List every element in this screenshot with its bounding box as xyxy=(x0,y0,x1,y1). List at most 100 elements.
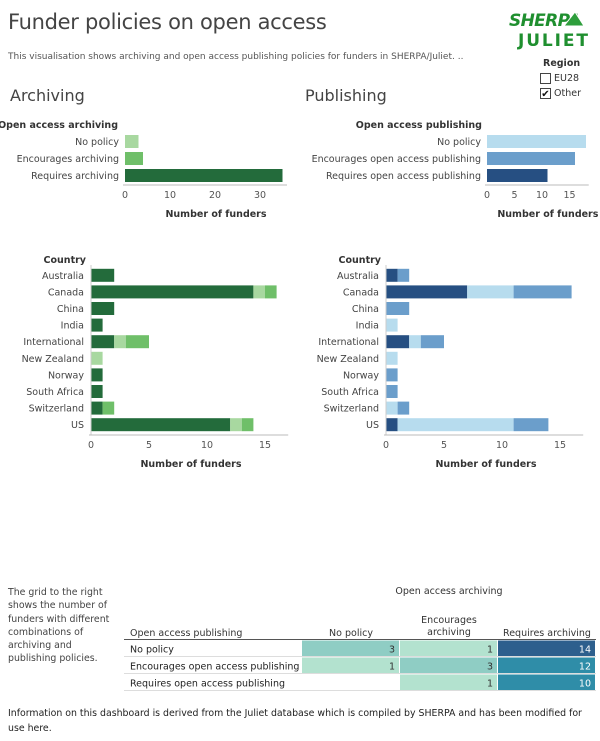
grid-cell xyxy=(302,657,399,673)
x-axis-title: Number of funders xyxy=(497,209,598,220)
bar-south-africa-requires-archiving xyxy=(91,385,103,398)
grid-row-title: Open access publishing xyxy=(130,628,242,639)
x-tick-label: 5 xyxy=(441,440,447,451)
bar-international-encourages-archiving xyxy=(125,335,149,349)
legend-item-eu28[interactable]: EU28 xyxy=(540,71,600,86)
x-tick-label: 15 xyxy=(554,440,566,451)
grid-cell xyxy=(498,674,595,690)
category-label: Requires open access publishing xyxy=(326,171,481,182)
bar-canada-requires-archiving xyxy=(91,285,254,299)
x-axis-title: Number of funders xyxy=(140,459,241,470)
policy-grid: Open access archiving No policy Encourages… xyxy=(124,586,596,691)
x-tick-label: 10 xyxy=(496,440,508,451)
category-label: China xyxy=(352,304,379,315)
bar-switzerland-encourages-archiving xyxy=(102,401,115,415)
bar-new-zealand-no-policy xyxy=(91,351,103,365)
grid-column-header: Encourages xyxy=(421,615,477,626)
category-label: Canada xyxy=(48,287,84,298)
bar-no-policy xyxy=(125,135,139,148)
x-tick-label: 0 xyxy=(484,190,490,201)
bar-canada-no-policy xyxy=(467,285,514,299)
category-label: Encourages open access publishing xyxy=(312,154,481,165)
bar-canada-no-policy xyxy=(253,285,265,299)
bar-us-requires-open-access-publishing xyxy=(386,418,398,432)
x-axis-title: Number of funders xyxy=(165,209,266,220)
bar-switzerland-requires-archiving xyxy=(91,401,103,415)
category-label: Encourages archiving xyxy=(17,154,119,165)
bar-us-requires-archiving xyxy=(91,418,231,432)
bar-canada-encourages-open-access-publishing xyxy=(513,285,572,299)
category-label: Switzerland xyxy=(29,404,84,415)
grid-cell-value: 12 xyxy=(579,662,591,673)
bar-norway-requires-archiving xyxy=(91,368,103,382)
category-axis-title: Country xyxy=(44,255,87,266)
bar-requires-archiving xyxy=(125,169,283,182)
bar-encourages-archiving xyxy=(125,152,143,165)
grid-row-label: Requires open access publishing xyxy=(130,679,285,690)
x-tick-label: 10 xyxy=(164,190,176,201)
x-tick-label: 5 xyxy=(146,440,152,451)
grid-column-header: Requires archiving xyxy=(503,628,591,639)
section-publishing: Publishing xyxy=(305,86,387,105)
bar-canada-encourages-archiving xyxy=(265,285,277,299)
bar-new-zealand-no-policy xyxy=(386,351,398,365)
archiving-country-chart: Country Australia Canada China India Internat… xyxy=(22,255,289,470)
category-label: Australia xyxy=(337,271,379,282)
category-label: No policy xyxy=(437,137,481,148)
publishing-country-chart: Country Australia Canada China India Internat… xyxy=(317,255,584,470)
bar-china-encourages-open-access-publishing xyxy=(386,302,410,315)
bar-encourages-open-access-publishing xyxy=(487,152,575,165)
page-subtitle: This visualisation shows archiving and o… xyxy=(8,52,464,62)
grid-cell xyxy=(400,657,497,673)
grid-cell xyxy=(400,674,497,690)
logo-line2: JULIET xyxy=(517,31,588,51)
x-tick-label: 0 xyxy=(88,440,94,451)
category-label: Norway xyxy=(48,370,84,381)
bar-australia-requires-open-access-publishing xyxy=(386,268,398,282)
bar-us-no-policy xyxy=(397,418,514,432)
checkbox-other[interactable]: ✔ xyxy=(540,88,551,100)
bar-international-requires-archiving xyxy=(91,335,115,349)
legend-item-other[interactable]: ✔ Other xyxy=(540,86,600,101)
category-label: New Zealand xyxy=(317,354,379,365)
category-label: India xyxy=(356,321,379,332)
legend-label-eu28: EU28 xyxy=(554,73,580,84)
grid-cell-value: 1 xyxy=(487,679,493,690)
bar-canada-requires-open-access-publishing xyxy=(386,285,468,299)
bar-no-policy xyxy=(487,135,586,148)
grid-row-label: Encourages open access publishing xyxy=(130,662,299,673)
bar-china-requires-archiving xyxy=(91,302,115,315)
bar-international-requires-open-access-publishing xyxy=(386,335,410,349)
bar-australia-requires-archiving xyxy=(91,268,115,282)
archiving-policy-chart: Open access archiving No policy Encourages… xyxy=(0,120,287,220)
grid-column-header: archiving xyxy=(427,627,471,638)
bar-india-no-policy xyxy=(386,318,398,332)
logo-line1: SHERPA xyxy=(509,11,581,31)
category-label: Switzerland xyxy=(324,404,379,415)
checkbox-eu28[interactable] xyxy=(540,73,551,84)
x-tick-label: 15 xyxy=(259,440,271,451)
publishing-policy-chart: Open access publishing No policy Encourage… xyxy=(312,120,599,220)
region-legend: Region EU28 ✔ Other xyxy=(540,58,600,101)
bar-international-no-policy xyxy=(409,335,421,349)
grid-cell-value: 14 xyxy=(579,645,591,656)
category-label: International xyxy=(23,337,84,348)
category-label: International xyxy=(318,337,379,348)
bar-switzerland-no-policy xyxy=(386,401,398,415)
x-tick-label: 20 xyxy=(209,190,221,201)
x-tick-label: 10 xyxy=(536,190,548,201)
x-tick-label: 0 xyxy=(122,190,128,201)
grid-column-header: No policy xyxy=(329,628,373,639)
category-label: New Zealand xyxy=(22,354,84,365)
x-tick-label: 0 xyxy=(383,440,389,451)
x-tick-label: 15 xyxy=(563,190,575,201)
grid-cell-value: 10 xyxy=(579,679,591,690)
bar-international-no-policy xyxy=(114,335,126,349)
category-label: Requires archiving xyxy=(31,171,119,182)
x-tick-label: 30 xyxy=(254,190,266,201)
x-tick-label: 10 xyxy=(201,440,213,451)
x-axis-title: Number of funders xyxy=(435,459,536,470)
category-label: US xyxy=(71,420,84,431)
bar-international-encourages-open-access-publishing xyxy=(420,335,444,349)
sherpa-juliet-logo: SHERPA JULIET xyxy=(509,11,588,51)
